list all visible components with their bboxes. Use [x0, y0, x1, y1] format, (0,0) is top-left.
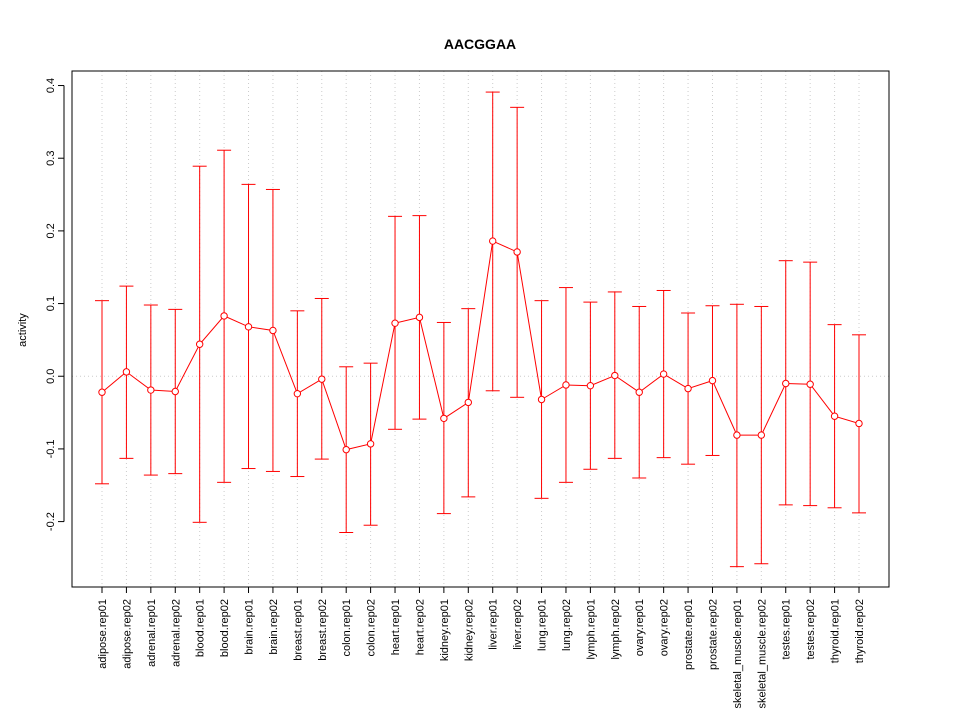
data-point [98, 388, 106, 396]
x-tick-label: testes.rep01 [781, 599, 793, 660]
data-point [440, 414, 448, 423]
data-point [513, 248, 521, 256]
x-tick-label: adrenal.rep01 [146, 599, 158, 667]
x-tick-label: prostate.rep02 [707, 599, 719, 670]
data-point [611, 371, 619, 380]
y-axis: -0.2 -0.1 0.0 0.1 0.2 0.3 0.4 [45, 78, 65, 531]
data-point [147, 386, 155, 394]
x-tick-label: colon.rep01 [341, 599, 353, 657]
y-tick-label: -0.2 [45, 512, 57, 531]
data-point [659, 370, 668, 378]
data-point [391, 319, 399, 327]
x-tick-label: kidney.rep02 [463, 599, 475, 661]
x-tick-label: brain.rep02 [268, 599, 280, 655]
x-tick-label: kidney.rep01 [439, 599, 451, 661]
x-tick-label: lung.rep01 [537, 599, 549, 651]
data-point [586, 381, 595, 390]
x-tick-label: adipose.rep02 [121, 599, 133, 669]
y-tick-label: 0.4 [45, 78, 57, 93]
x-tick-label: adrenal.rep02 [170, 599, 182, 667]
x-tick-label: prostate.rep01 [683, 599, 695, 670]
x-tick-label: lymph.rep01 [585, 599, 597, 660]
data-point [684, 384, 692, 393]
data-point [342, 445, 350, 454]
x-tick-label: breast.rep01 [292, 599, 304, 661]
chart-title: AACGGAA [444, 36, 516, 52]
y-tick-label: 0.1 [45, 296, 57, 311]
y-tick-label: -0.1 [45, 439, 57, 458]
data-point [171, 387, 179, 396]
data-point [537, 395, 546, 404]
x-axis: adipose.rep01 adipose.rep02 adrenal.rep01 a… [97, 586, 866, 708]
y-tick-label: 0.2 [45, 223, 57, 238]
data-point [415, 313, 424, 322]
data-point [293, 389, 302, 398]
x-tick-label: ovary.rep01 [634, 599, 646, 656]
x-tick-label: lymph.rep02 [610, 599, 622, 660]
data-point [757, 431, 766, 439]
x-tick-label: liver.rep02 [512, 599, 524, 650]
x-tick-label: breast.rep02 [317, 599, 329, 661]
x-tick-label: liver.rep01 [488, 599, 500, 650]
data-point [708, 376, 717, 385]
data-point [269, 326, 277, 335]
data-point [782, 379, 790, 388]
y-tick-label: 0.3 [45, 151, 57, 166]
plot-frame [71, 70, 890, 588]
x-tick-label: heart.rep01 [390, 599, 402, 655]
series-line [101, 240, 860, 451]
x-tick-label: colon.rep02 [366, 599, 378, 657]
data-point [562, 381, 570, 389]
x-tick-label: thyroid.rep01 [830, 599, 842, 663]
grid-layer [72, 71, 889, 587]
y-tick-label: 0.0 [45, 369, 57, 384]
data-point [635, 388, 643, 396]
data-point [806, 380, 814, 388]
data-point [244, 323, 253, 331]
x-tick-label: thyroid.rep02 [854, 599, 866, 663]
x-tick-label: skeletal_muscle.rep01 [732, 599, 744, 708]
data-point [733, 431, 741, 439]
y-axis-label: activity [17, 313, 29, 347]
x-tick-label: brain.rep01 [244, 599, 256, 655]
x-tick-label: testes.rep02 [805, 599, 817, 660]
data-point [489, 237, 497, 245]
data-point [318, 375, 326, 383]
data-point [195, 340, 204, 348]
data-point [830, 412, 839, 420]
series-activity [95, 91, 866, 568]
data-point [464, 398, 472, 407]
x-tick-label: blood.rep01 [195, 599, 207, 657]
x-tick-label: ovary.rep02 [659, 599, 671, 656]
data-point [855, 419, 863, 428]
data-point [122, 368, 131, 376]
x-tick-label: adipose.rep01 [97, 599, 109, 669]
data-point [220, 312, 228, 320]
x-tick-label: blood.rep02 [219, 599, 231, 657]
x-tick-label: heart.rep02 [414, 599, 426, 655]
x-tick-label: skeletal_muscle.rep02 [756, 599, 768, 708]
data-point [366, 440, 375, 448]
x-tick-label: lung.rep02 [561, 599, 573, 651]
